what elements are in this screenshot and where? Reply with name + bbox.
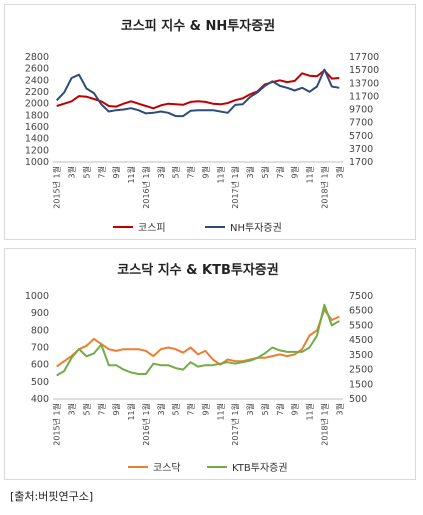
kosdaq-chart-panel: 코스닥 지수 & KTB투자증권 400 500 600 700 800 900 1000 50… xyxy=(4,248,416,480)
x-axis-tick-label: 3월 xyxy=(156,166,166,178)
right-axis-tick-label: 9700 xyxy=(349,105,373,116)
legend-label: 코스피 xyxy=(138,222,166,234)
x-axis-tick-label: 2016년 1월 xyxy=(141,166,151,209)
x-axis-tick-label: 9월 xyxy=(290,166,300,178)
x-axis-tick-label: 2018년 1월 xyxy=(319,166,329,209)
right-axis-tick-label: 13700 xyxy=(349,78,379,89)
x-axis-tick-label: 3월 xyxy=(245,166,255,178)
x-axis-tick-label: 3월 xyxy=(67,403,77,415)
x-axis-tick-label: 9월 xyxy=(200,166,210,178)
x-axis-tick-label: 2016년 1월 xyxy=(141,403,151,446)
right-axis-tick-label: 6500 xyxy=(349,306,373,317)
right-axis-tick-label: 5700 xyxy=(349,131,373,142)
x-axis-tick-label: 7월 xyxy=(186,166,196,178)
x-axis-tick-label: 11월 xyxy=(305,403,315,421)
x-axis-tick-label: 7월 xyxy=(96,166,106,178)
x-axis-tick-label: 5월 xyxy=(171,403,181,415)
x-axis-tick-label: 9월 xyxy=(111,403,121,415)
x-axis-tick-label: 2015년 1월 xyxy=(52,166,62,209)
right-axis-tick-label: 4500 xyxy=(349,335,373,346)
x-axis-tick-label: 11월 xyxy=(305,166,315,184)
right-axis-tick-label: 5500 xyxy=(349,320,373,331)
legend-label: KTB투자증권 xyxy=(232,462,288,474)
series-line-1 xyxy=(56,308,340,368)
left-axis-tick-label: 1200 xyxy=(25,145,49,156)
left-axis-tick-label: 2000 xyxy=(25,99,49,110)
left-axis-tick-label: 900 xyxy=(31,308,49,319)
right-axis-tick-label: 17700 xyxy=(349,52,379,63)
x-axis-tick-label: 2017년 1월 xyxy=(230,166,240,209)
left-axis-tick-label: 1600 xyxy=(25,122,49,133)
x-axis-tick-label: 11월 xyxy=(215,166,225,184)
x-axis-tick-label: 7월 xyxy=(275,166,285,178)
left-axis-tick-label: 1800 xyxy=(25,110,49,121)
source-caption: [출처:버핏연구소] xyxy=(10,490,94,503)
left-axis-tick-label: 1000 xyxy=(25,157,49,168)
x-axis-tick-label: 2017년 1월 xyxy=(230,403,240,446)
left-axis-tick-label: 2600 xyxy=(25,64,49,75)
x-axis-tick-label: 11월 xyxy=(126,403,136,421)
chart-title: 코스피 지수 & NH투자증권 xyxy=(121,19,275,34)
series-line-2 xyxy=(56,303,340,377)
x-axis-tick-label: 5월 xyxy=(260,403,270,415)
x-axis-tick-label: 9월 xyxy=(200,403,210,415)
x-axis-tick-label: 5월 xyxy=(81,403,91,415)
left-axis-tick-label: 500 xyxy=(31,377,49,388)
left-axis-tick-label: 800 xyxy=(31,325,49,336)
kosdaq-chart-svg: 코스닥 지수 & KTB투자증권 400 500 600 700 800 900 1000 50… xyxy=(25,262,373,474)
right-axis-tick-label: 15700 xyxy=(349,65,379,76)
series-line-2 xyxy=(55,68,340,118)
right-axis-tick-label: 7700 xyxy=(349,118,373,129)
left-axis-tick-label: 1000 xyxy=(25,291,49,302)
x-axis-tick-label: 5월 xyxy=(81,166,91,178)
x-axis-tick-label: 3월 xyxy=(67,166,77,178)
x-axis-tick-label: 3월 xyxy=(334,403,344,415)
left-axis-tick-label: 400 xyxy=(31,394,49,405)
right-axis-tick-label: 11700 xyxy=(349,91,379,102)
right-axis-tick-label: 2500 xyxy=(349,365,373,376)
x-axis-tick-label: 9월 xyxy=(290,403,300,415)
x-axis-tick-label: 5월 xyxy=(171,166,181,178)
left-axis-tick-label: 700 xyxy=(31,343,49,354)
x-axis-tick-label: 7월 xyxy=(186,403,196,415)
x-axis-tick-label: 11월 xyxy=(126,166,136,184)
x-axis-tick-label: 11월 xyxy=(215,403,225,421)
kospi-chart-svg: 코스피 지수 & NH투자증권1000120014001600180020002… xyxy=(25,19,379,234)
right-axis-tick-label: 1700 xyxy=(349,157,373,168)
x-axis-tick-label: 5월 xyxy=(260,166,270,178)
legend-label: 코스닥 xyxy=(153,462,181,474)
left-axis-tick-label: 2800 xyxy=(25,52,49,63)
right-axis-tick-label: 3700 xyxy=(349,144,373,155)
x-axis-tick-label: 7월 xyxy=(275,403,285,415)
x-axis-tick-label: 7월 xyxy=(96,403,106,415)
chart-title: 코스닥 지수 & KTB투자증권 xyxy=(117,262,278,278)
right-axis-tick-label: 3500 xyxy=(349,350,373,361)
x-axis-tick-label: 9월 xyxy=(111,166,121,178)
x-axis-tick-label: 3월 xyxy=(156,403,166,415)
left-axis-tick-label: 600 xyxy=(31,360,49,371)
x-axis-tick-label: 3월 xyxy=(334,166,344,178)
series-line-1 xyxy=(56,69,340,110)
left-axis-tick-label: 2400 xyxy=(25,75,49,86)
x-axis-tick-label: 2015년 1월 xyxy=(52,403,62,446)
kospi-chart-panel: 코스피 지수 & NH투자증권 1000 1200 1400 1600 1800 2000 2… xyxy=(4,4,416,240)
right-axis-tick-label: 500 xyxy=(349,394,367,405)
x-axis-tick-label: 2018년 1월 xyxy=(319,403,329,446)
left-axis-tick-label: 2200 xyxy=(25,87,49,98)
x-axis-tick-label: 3월 xyxy=(245,403,255,415)
right-axis-tick-label: 1500 xyxy=(349,379,373,390)
right-axis-tick-label: 7500 xyxy=(349,291,373,302)
left-axis-tick-label: 1400 xyxy=(25,134,49,145)
legend-label: NH투자증권 xyxy=(230,222,282,234)
